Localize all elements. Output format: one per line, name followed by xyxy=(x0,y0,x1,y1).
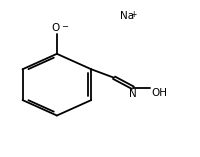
Text: Na: Na xyxy=(120,11,134,22)
Text: N: N xyxy=(129,89,136,99)
Text: −: − xyxy=(61,22,68,31)
Text: O: O xyxy=(52,23,60,32)
Text: +: + xyxy=(129,10,136,19)
Text: OH: OH xyxy=(150,88,166,98)
